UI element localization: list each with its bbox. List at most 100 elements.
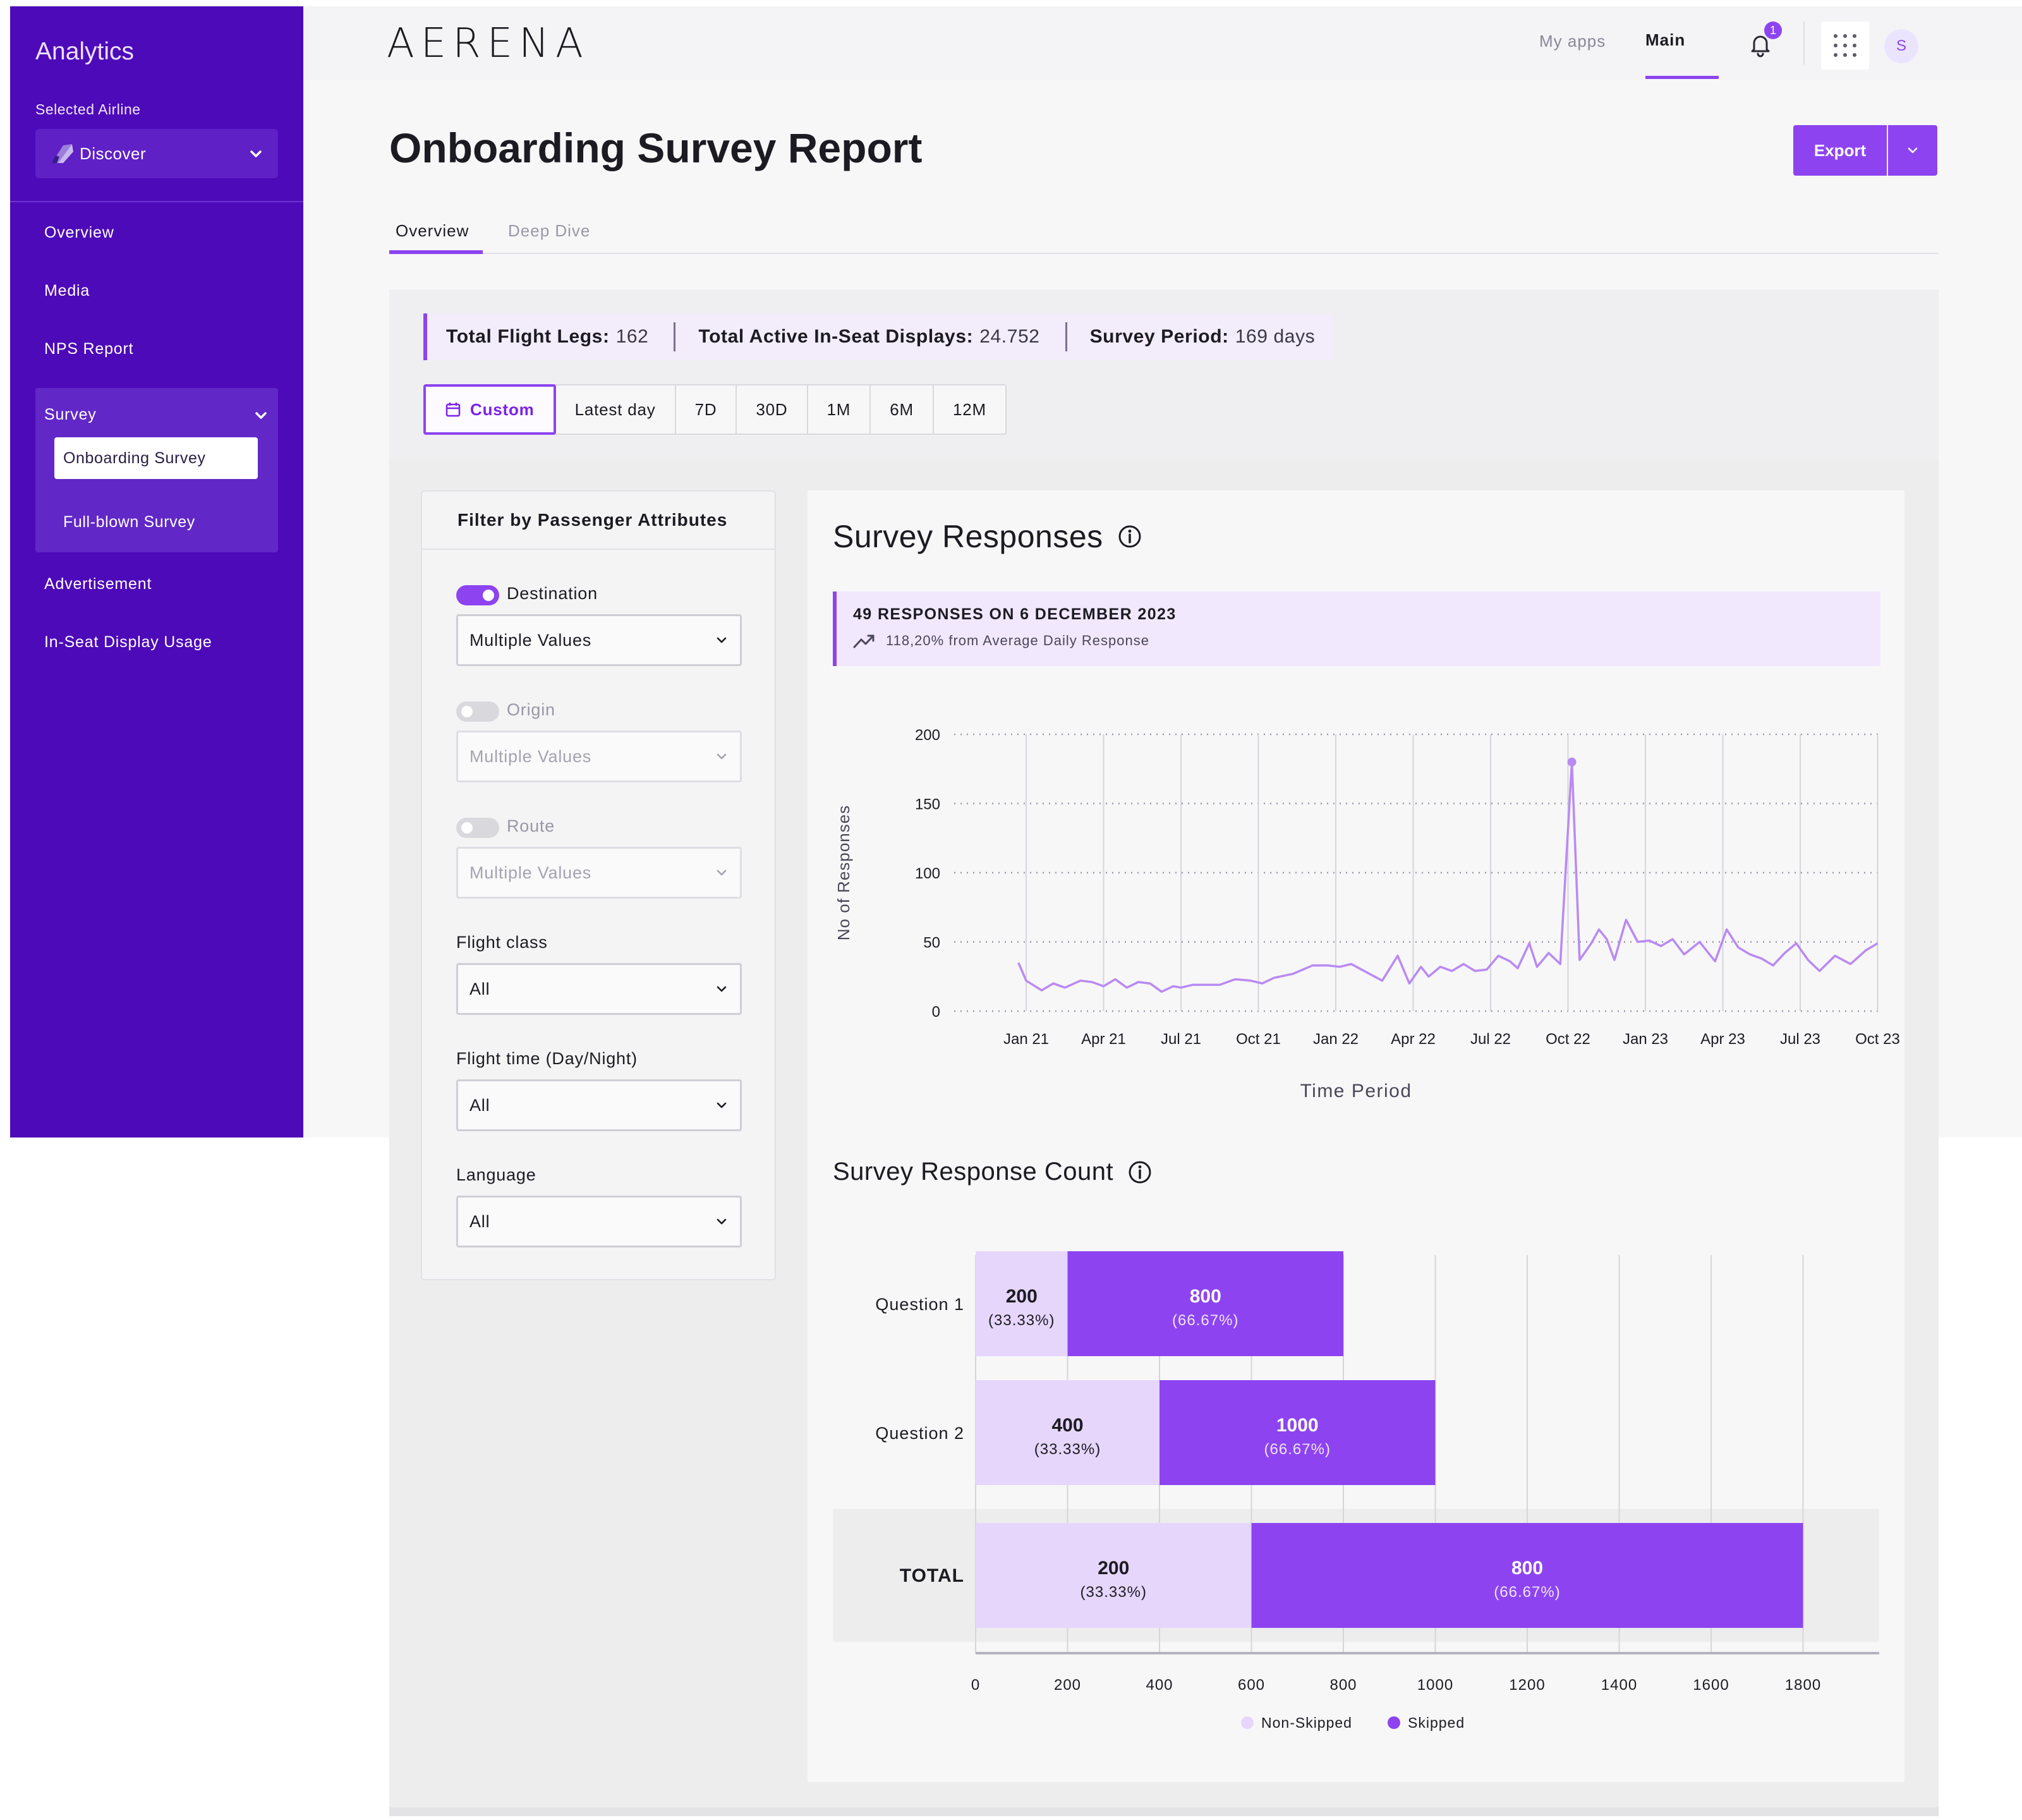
x-tick-label: Jul 22 — [1470, 1031, 1511, 1048]
nav-main[interactable]: Main — [1645, 30, 1686, 49]
y-tick-label: 100 — [915, 865, 940, 882]
bar-value-label: 200 — [1006, 1286, 1038, 1307]
bar-non-skipped — [976, 1523, 1252, 1628]
range-7d-button[interactable]: 7D — [676, 385, 737, 434]
bar-category-label: TOTAL — [900, 1565, 964, 1586]
bar-percent-label: (66.67%) — [1172, 1312, 1238, 1329]
x-tick-label: Oct 21 — [1236, 1031, 1281, 1048]
route-label: Route — [507, 816, 555, 835]
x-tick-label: Jan 23 — [1623, 1031, 1668, 1048]
nav-my-apps[interactable]: My apps — [1539, 32, 1606, 51]
page-title: Onboarding Survey Report — [389, 124, 923, 171]
x-tick-label: 1600 — [1693, 1677, 1729, 1694]
sidebar-item-survey-label: Survey — [44, 406, 97, 423]
range-12m-button[interactable]: 12M — [952, 399, 986, 419]
route-value: Multiple Values — [469, 863, 592, 882]
chevron-down-icon — [717, 986, 727, 992]
series-line — [1017, 761, 1879, 993]
filter-panel: Filter by Passenger Attributes Destinati… — [421, 490, 776, 1280]
sidebar-item-nps-report[interactable]: NPS Report — [44, 340, 134, 358]
chevron-down-icon — [717, 870, 727, 876]
sidebar-item-media[interactable]: Media — [44, 282, 90, 300]
summary-stats: Total Flight Legs: 162 Total Active In-S… — [423, 313, 1333, 360]
destination-select[interactable]: Multiple Values — [456, 614, 742, 666]
route-toggle[interactable] — [456, 818, 499, 838]
tab-overview[interactable]: Overview — [396, 221, 469, 240]
bar-category-label: Question 1 — [875, 1295, 964, 1314]
y-tick-label: 0 — [932, 1004, 940, 1021]
bar-value-label: 800 — [1511, 1558, 1543, 1579]
range-30d-button[interactable]: 30D — [737, 385, 808, 434]
bar-percent-label: (33.33%) — [988, 1312, 1055, 1329]
sidebar-subitem-full-blown-survey[interactable]: Full-blown Survey — [63, 513, 195, 531]
grid-dots-icon[interactable] — [1821, 21, 1869, 70]
x-tick-label: 600 — [1238, 1677, 1265, 1694]
sidebar-item-overview[interactable]: Overview — [44, 224, 114, 241]
airline-select[interactable]: Discover — [35, 129, 278, 178]
chevron-down-icon — [717, 1102, 727, 1108]
x-tick-label: Oct 22 — [1546, 1031, 1590, 1048]
flight-time-select[interactable]: All — [456, 1079, 742, 1131]
survey-responses-title-text: Survey Responses — [833, 519, 1103, 554]
x-tick-label: Jul 21 — [1161, 1031, 1201, 1048]
stat-separator — [674, 322, 676, 351]
bar-percent-label: (66.67%) — [1494, 1584, 1560, 1601]
sidebar: Analytics Selected Airline Discover Over… — [10, 6, 303, 1138]
tab-deep-dive[interactable]: Deep Dive — [508, 221, 591, 240]
survey-response-count-title: Survey Response Count — [833, 1158, 1153, 1186]
bar-percent-label: (33.33%) — [1081, 1584, 1147, 1601]
chevron-down-icon — [250, 150, 262, 157]
response-highlight-callout: 49 RESPONSES ON 6 DECEMBER 2023 118,20% … — [833, 592, 1880, 666]
sidebar-item-in-seat-display-usage[interactable]: In-Seat Display Usage — [44, 633, 212, 651]
bar-percent-label: (66.67%) — [1264, 1441, 1331, 1458]
x-tick-label: Jan 22 — [1313, 1031, 1359, 1048]
flight-legs-value: 162 — [615, 326, 649, 347]
calendar-icon — [445, 403, 461, 417]
legend-label-skipped: Skipped — [1408, 1714, 1465, 1731]
x-tick-label: 1800 — [1785, 1677, 1821, 1694]
range-6m-button[interactable]: 6M — [871, 385, 934, 434]
export-button[interactable]: Export — [1793, 125, 1887, 176]
destination-value: Multiple Values — [469, 630, 592, 650]
origin-toggle[interactable] — [456, 701, 499, 722]
flight-class-value: All — [469, 979, 490, 998]
export-dropdown-button[interactable] — [1888, 125, 1937, 176]
x-tick-label: 1000 — [1417, 1677, 1453, 1694]
info-icon[interactable] — [1117, 524, 1142, 549]
flight-time-label: Flight time (Day/Night) — [456, 1049, 638, 1068]
x-tick-label: Oct 23 — [1855, 1031, 1900, 1048]
bar-skipped — [1251, 1523, 1803, 1628]
language-value: All — [469, 1211, 490, 1231]
notification-badge: 1 — [1764, 21, 1782, 39]
sidebar-divider — [10, 201, 303, 202]
origin-select[interactable]: Multiple Values — [456, 731, 742, 782]
sidebar-item-survey[interactable]: Survey — [44, 406, 269, 424]
sidebar-subitem-onboarding-survey[interactable]: Onboarding Survey — [54, 437, 258, 479]
range-1m-button[interactable]: 1M — [808, 385, 871, 434]
bar-value-label: 800 — [1190, 1286, 1221, 1307]
flight-class-select[interactable]: All — [456, 963, 742, 1015]
bar-category-label: Question 2 — [875, 1424, 964, 1443]
x-tick-label: 1200 — [1509, 1677, 1545, 1694]
header-divider — [1803, 21, 1805, 64]
sidebar-item-advertisement[interactable]: Advertisement — [44, 575, 152, 593]
survey-responses-card: 0 50 100 150 200 Jan 21 Apr 21 Jul 21 Oct 21 Jan … — [808, 490, 1904, 1148]
x-tick-label: 1400 — [1601, 1677, 1637, 1694]
route-select[interactable]: Multiple Values — [456, 847, 742, 899]
language-select[interactable]: All — [456, 1196, 742, 1247]
bell-icon[interactable] — [1745, 29, 1776, 59]
x-tick-label: Apr 21 — [1081, 1031, 1126, 1048]
x-tick-label: 0 — [971, 1677, 980, 1694]
displays-label: Total Active In-Seat Displays: — [698, 326, 974, 347]
avatar[interactable]: S — [1884, 29, 1918, 63]
x-tick-label: Jul 23 — [1780, 1031, 1820, 1048]
info-icon[interactable] — [1127, 1160, 1153, 1185]
chevron-down-icon — [1908, 147, 1918, 154]
survey-response-count-bar-chart: 0 200 400 600 800 1000 1200 1400 1600 1800 Questio… — [833, 1251, 1879, 1731]
nav-active-indicator — [1645, 76, 1719, 79]
destination-toggle[interactable] — [456, 585, 499, 605]
destination-label: Destination — [507, 584, 598, 603]
range-latest-day-button[interactable]: Latest day — [556, 385, 676, 434]
range-custom-button[interactable]: Custom — [423, 384, 556, 435]
date-range-selector: Custom Latest day 7D 30D 1M 6M 12M — [423, 384, 1007, 435]
